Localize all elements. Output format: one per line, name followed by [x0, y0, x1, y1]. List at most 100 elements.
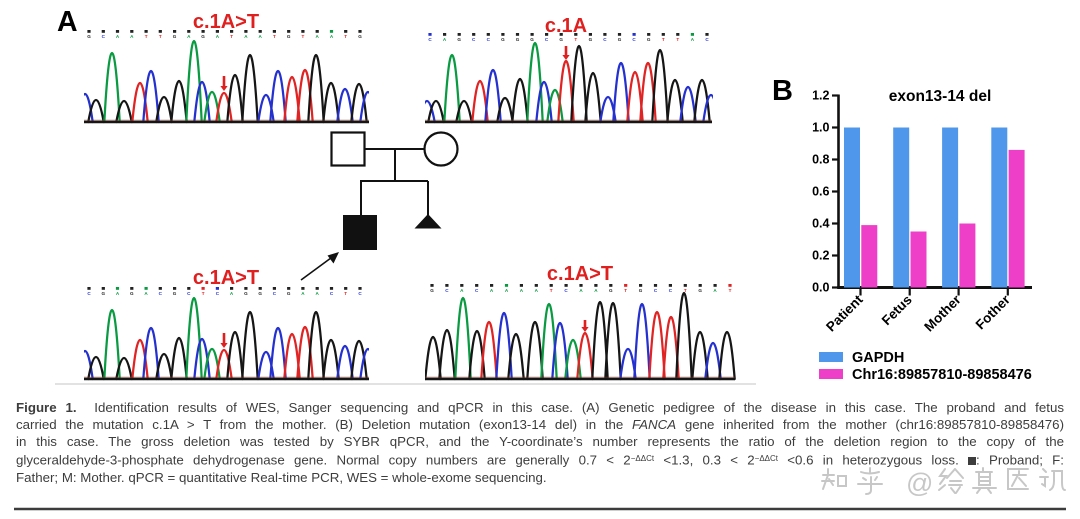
svg-text:T: T	[230, 34, 233, 39]
svg-text:Chr16:89857810-89858476: Chr16:89857810-89858476	[852, 367, 1032, 383]
svg-text:C: C	[216, 291, 220, 296]
svg-text:G: G	[501, 37, 505, 42]
svg-text:G: G	[618, 37, 622, 42]
svg-text:A: A	[579, 288, 583, 293]
svg-text:T: T	[729, 288, 732, 293]
svg-text:exon13-14 del: exon13-14 del	[889, 88, 992, 105]
svg-text:GAPDH: GAPDH	[852, 350, 904, 366]
svg-text:c.1A>T: c.1A>T	[547, 263, 613, 285]
svg-text:A: A	[244, 34, 248, 39]
svg-text:A: A	[316, 291, 320, 296]
svg-text:C: C	[669, 288, 673, 293]
svg-text:A: A	[259, 34, 263, 39]
svg-text:T: T	[550, 288, 553, 293]
svg-text:G: G	[516, 37, 520, 42]
svg-text:G: G	[201, 34, 205, 39]
svg-text:A: A	[116, 291, 120, 296]
svg-text:A: A	[301, 291, 305, 296]
svg-text:C: C	[273, 291, 277, 296]
svg-text:G: G	[698, 288, 702, 293]
svg-text:c.1A: c.1A	[545, 15, 587, 37]
svg-text:C: C	[330, 291, 334, 296]
svg-text:C: C	[654, 288, 658, 293]
svg-text:c.1A>T: c.1A>T	[193, 267, 259, 289]
svg-text:1.2: 1.2	[812, 89, 829, 103]
svg-text:A: A	[490, 288, 494, 293]
svg-text:C: C	[87, 291, 91, 296]
svg-text:C: C	[472, 37, 476, 42]
svg-text:C: C	[102, 34, 106, 39]
svg-text:G: G	[130, 291, 134, 296]
svg-text:G: G	[609, 288, 613, 293]
svg-text:C: C	[545, 37, 549, 42]
svg-text:G: G	[102, 291, 106, 296]
svg-text:A: A	[330, 34, 334, 39]
svg-text:A: A	[116, 34, 120, 39]
svg-text:G: G	[559, 37, 563, 42]
svg-text:A: A	[187, 34, 191, 39]
svg-text:G: G	[530, 37, 534, 42]
svg-text:C: C	[475, 288, 479, 293]
svg-text:A: A	[57, 6, 78, 38]
svg-text:C: C	[358, 291, 362, 296]
svg-text:c.1A>T: c.1A>T	[193, 11, 259, 33]
svg-text:G: G	[258, 291, 262, 296]
svg-text:A: A	[130, 34, 134, 39]
svg-text:1.0: 1.0	[812, 121, 829, 135]
svg-text:C: C	[564, 288, 568, 293]
svg-text:Fetus: Fetus	[879, 292, 915, 328]
svg-text:C: C	[187, 291, 191, 296]
svg-text:0.0: 0.0	[812, 281, 829, 295]
svg-text:T: T	[273, 34, 276, 39]
svg-text:Fother: Fother	[973, 291, 1014, 332]
svg-text:G: G	[589, 37, 593, 42]
svg-text:B: B	[772, 75, 793, 107]
svg-text:G: G	[287, 34, 291, 39]
svg-text:A: A	[713, 288, 717, 293]
svg-text:A: A	[144, 291, 148, 296]
svg-text:A: A	[216, 34, 220, 39]
svg-text:T: T	[574, 37, 577, 42]
svg-text:A: A	[460, 288, 464, 293]
svg-text:C: C	[632, 37, 636, 42]
svg-text:G: G	[639, 288, 643, 293]
svg-text:A: A	[535, 288, 539, 293]
svg-text:T: T	[202, 291, 205, 296]
svg-text:T: T	[624, 288, 627, 293]
svg-text:A: A	[316, 34, 320, 39]
svg-text:C: C	[487, 37, 491, 42]
svg-text:G: G	[173, 34, 177, 39]
svg-text:T: T	[684, 288, 687, 293]
svg-text:0.2: 0.2	[812, 249, 829, 263]
svg-text:C: C	[705, 37, 709, 42]
svg-text:A: A	[443, 37, 447, 42]
svg-text:T: T	[344, 291, 347, 296]
svg-text:G: G	[87, 34, 91, 39]
svg-text:G: G	[244, 291, 248, 296]
svg-text:Mother: Mother	[921, 291, 964, 334]
svg-text:0.4: 0.4	[812, 217, 829, 231]
svg-text:G: G	[457, 37, 461, 42]
svg-text:C: C	[603, 37, 607, 42]
svg-text:T: T	[301, 34, 304, 39]
svg-text:G: G	[647, 37, 651, 42]
svg-text:A: A	[520, 288, 524, 293]
svg-text:C: C	[445, 288, 449, 293]
svg-text:Patient: Patient	[823, 292, 866, 335]
svg-text:A: A	[691, 37, 695, 42]
svg-text:G: G	[430, 288, 434, 293]
svg-text:T: T	[145, 34, 148, 39]
svg-text:A: A	[230, 291, 234, 296]
svg-text:0.6: 0.6	[812, 185, 829, 199]
svg-text:T: T	[344, 34, 347, 39]
svg-text:G: G	[173, 291, 177, 296]
svg-text:0.8: 0.8	[812, 153, 829, 167]
svg-text:T: T	[676, 37, 679, 42]
svg-text:T: T	[159, 34, 162, 39]
svg-text:G: G	[287, 291, 291, 296]
svg-text:A: A	[505, 288, 509, 293]
svg-text:C: C	[428, 37, 432, 42]
svg-text:G: G	[358, 34, 362, 39]
svg-text:A: A	[594, 288, 598, 293]
svg-text:C: C	[159, 291, 163, 296]
